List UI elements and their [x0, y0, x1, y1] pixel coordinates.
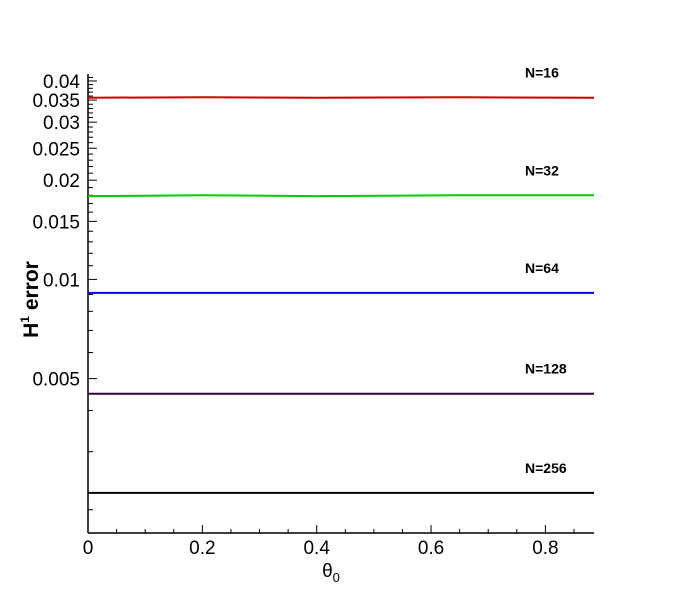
series-line-2 — [87, 194, 594, 198]
y-tick-label: 0.005 — [32, 370, 80, 391]
x-tick-label: 0 — [83, 538, 94, 559]
y-axis-label-superscript: 1 — [18, 316, 32, 323]
series-label-5: N=256 — [525, 460, 567, 476]
x-axis-ticks: 0 0.2 0.4 0.6 0.8 — [83, 525, 575, 559]
axes — [87, 74, 594, 534]
x-tick-label: 0.6 — [418, 538, 444, 559]
x-axis-label-subscript: 0 — [333, 570, 340, 585]
y-axis-label: H1 error — [18, 261, 43, 338]
y-axis-label-rest: error — [20, 261, 43, 316]
series-labels: N=16 N=32 N=64 N=128 N=256 — [525, 65, 567, 476]
y-tick-label: 0.025 — [32, 139, 80, 160]
y-tick-label: 0.04 — [43, 72, 80, 93]
series-label-2: N=32 — [525, 162, 559, 178]
series-label-4: N=128 — [525, 361, 567, 377]
y-tick-label: 0.02 — [43, 171, 80, 192]
x-axis-label: θ0 — [322, 561, 340, 585]
series-label-1: N=16 — [525, 65, 559, 81]
x-tick-label: 0.4 — [303, 538, 330, 559]
x-axis-label-main: θ — [322, 561, 333, 582]
x-tick-label: 0.8 — [532, 538, 558, 559]
y-tick-label: 0.035 — [32, 91, 80, 112]
y-tick-label: 0.015 — [32, 212, 80, 233]
y-axis-label-main: H — [20, 323, 43, 338]
series-layer — [87, 96, 595, 494]
y-tick-label: 0.03 — [43, 113, 80, 134]
y-tick-label: 0.01 — [43, 270, 80, 291]
series-label-3: N=64 — [525, 260, 559, 276]
x-tick-label: 0.2 — [189, 538, 215, 559]
